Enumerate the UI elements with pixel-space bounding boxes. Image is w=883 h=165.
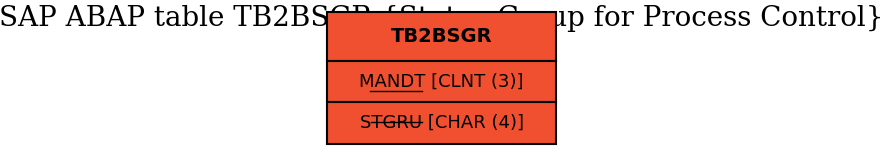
Text: SAP ABAP table TB2BSGR {Status Group for Process Control}: SAP ABAP table TB2BSGR {Status Group for… [0, 5, 883, 32]
Text: TB2BSGR: TB2BSGR [390, 27, 493, 46]
Text: MANDT [CLNT (3)]: MANDT [CLNT (3)] [359, 73, 524, 91]
Bar [327, 61, 556, 102]
Bar [327, 12, 556, 61]
Text: STGRU [CHAR (4)]: STGRU [CHAR (4)] [359, 114, 524, 132]
Bar [327, 102, 556, 144]
